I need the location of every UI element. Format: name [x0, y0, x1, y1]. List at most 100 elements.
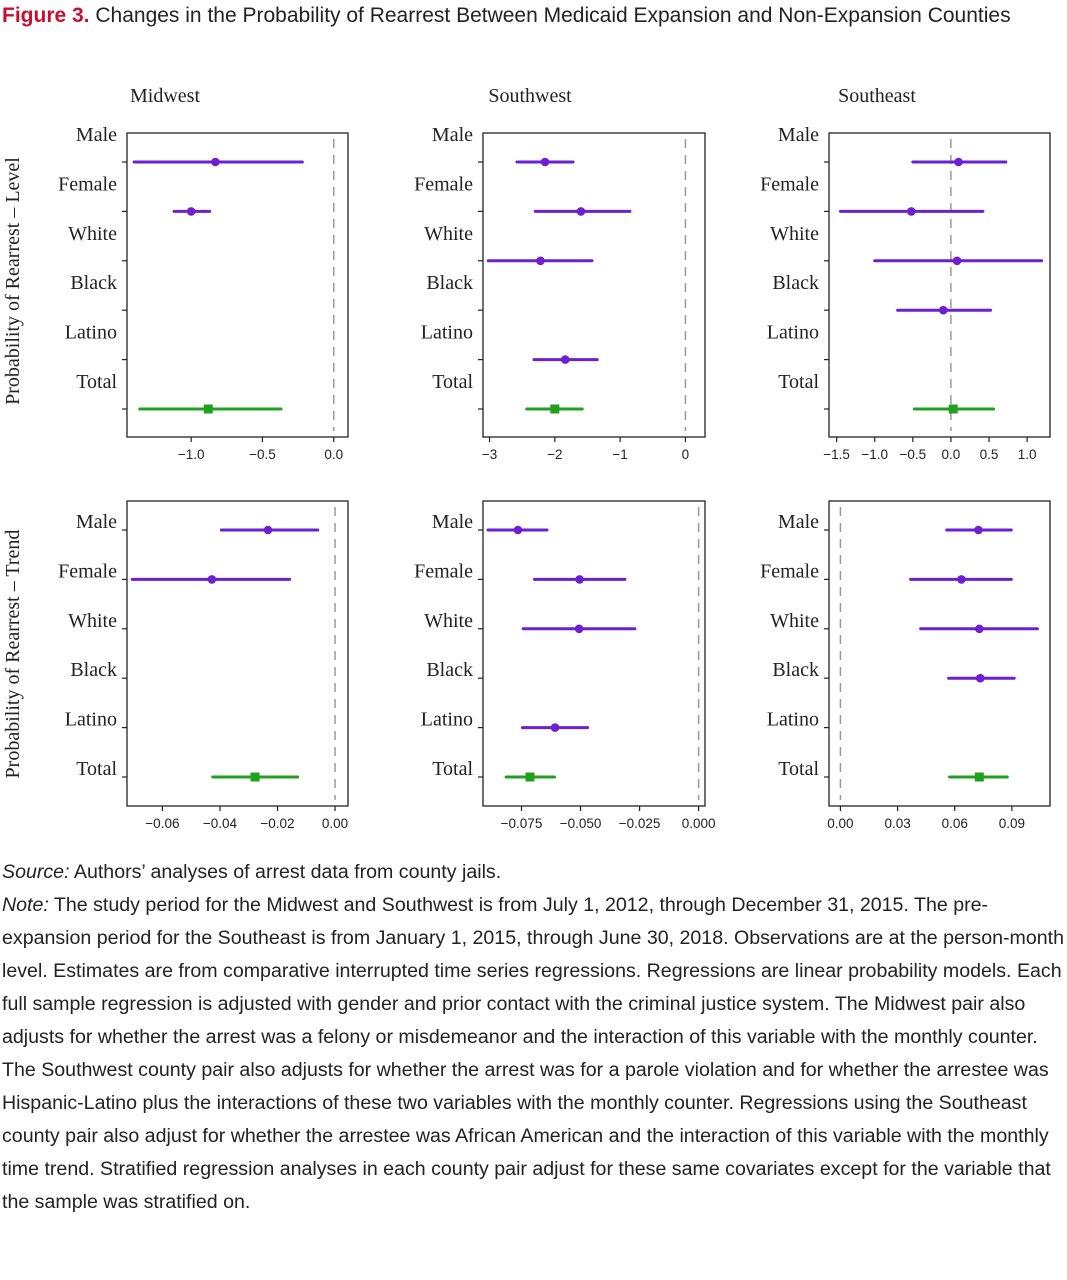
x-tick-label: −0.04 — [203, 816, 238, 831]
point-estimate-white — [952, 256, 962, 266]
column-header-southeast: Southeast — [838, 85, 916, 107]
panel-frame — [126, 132, 349, 438]
panel-midwest-level: Male Female White Black Latino Total −1.0 −0.5 0… — [58, 124, 349, 462]
point-estimate-male — [954, 157, 963, 167]
point-estimate-white — [574, 624, 584, 634]
x-tick-label: 0.00 — [322, 816, 348, 831]
category-label-total: Total — [76, 371, 117, 393]
category-label-female: Female — [414, 560, 473, 582]
figure-title: Figure 3. Changes in the Probability of … — [2, 0, 1062, 31]
point-estimate-male — [540, 157, 550, 167]
figure-notes: Source: Authors’ analyses of arrest data… — [2, 856, 1065, 1219]
point-estimate-female — [575, 575, 584, 584]
figure-title-text: Changes in the Probability of Rearrest B… — [95, 4, 1011, 27]
point-estimate-total — [525, 772, 535, 782]
point-estimate-female — [957, 575, 966, 584]
point-estimate-total — [974, 772, 984, 782]
category-label-latino: Latino — [767, 709, 819, 731]
category-label-white: White — [68, 610, 117, 632]
point-estimate-total — [203, 404, 213, 414]
category-label-total: Total — [778, 371, 819, 393]
point-estimate-female — [207, 575, 217, 584]
point-estimate-black — [975, 673, 985, 683]
point-estimate-total — [550, 404, 560, 414]
panel-southwest-level: Male Female White Black Latino Total −3 −2 −1 0 — [414, 124, 706, 462]
point-estimate-latino — [550, 723, 560, 732]
category-label-latino: Latino — [421, 322, 473, 344]
x-tick-label: −1.0 — [178, 447, 205, 462]
note-label: Note: — [2, 894, 49, 916]
source-note: Source: Authors’ analyses of arrest data… — [2, 856, 1065, 889]
point-estimate-female — [186, 207, 196, 216]
row-label-level: Probability of Rearrest – Level — [2, 157, 24, 405]
point-estimate-black — [939, 305, 948, 315]
category-label-male: Male — [432, 124, 473, 146]
category-label-white: White — [770, 223, 819, 245]
x-tick-label: 0.00 — [827, 816, 853, 831]
category-label-white: White — [424, 610, 473, 632]
category-label-black: Black — [426, 659, 473, 681]
category-label-male: Male — [76, 511, 117, 533]
x-tick-label: 0.06 — [942, 816, 968, 831]
category-label-female: Female — [760, 173, 819, 195]
row-label-trend: Probability of Rearrest – Trend — [2, 530, 24, 779]
x-tick-label: −0.075 — [501, 816, 543, 831]
x-tick-label: −0.050 — [560, 816, 602, 831]
category-label-black: Black — [70, 272, 117, 294]
category-label-female: Female — [760, 560, 819, 582]
source-text: Authors’ analyses of arrest data from co… — [69, 861, 502, 883]
point-estimate-male — [211, 157, 220, 167]
category-label-black: Black — [772, 272, 819, 294]
panel-frame — [828, 500, 1051, 807]
category-label-total: Total — [76, 758, 117, 780]
panel-frame — [482, 132, 706, 438]
x-tick-label: −0.5 — [899, 447, 926, 462]
x-tick-label: −0.02 — [260, 816, 294, 831]
category-label-white: White — [68, 223, 117, 245]
category-label-male: Male — [778, 124, 819, 146]
x-tick-label: 0.09 — [999, 816, 1025, 831]
column-header-southwest: Southwest — [488, 85, 572, 107]
source-label: Source: — [2, 861, 70, 883]
figure-label: Figure 3. — [2, 4, 90, 27]
point-estimate-male — [263, 525, 273, 535]
category-label-total: Total — [432, 371, 473, 393]
x-tick-label: −3 — [482, 447, 497, 462]
method-note: Note: The study period for the Midwest a… — [2, 889, 1065, 1219]
category-label-white: White — [770, 610, 819, 632]
category-label-black: Black — [426, 272, 473, 294]
x-tick-label: 0.0 — [324, 447, 343, 462]
x-tick-label: −1.5 — [823, 447, 850, 462]
panel-midwest-trend: Male Female White Black Latino Total −0.06 −0.0… — [58, 500, 349, 831]
category-label-male: Male — [432, 511, 473, 533]
category-label-total: Total — [432, 758, 473, 780]
category-label-latino: Latino — [421, 709, 473, 731]
category-label-male: Male — [76, 124, 117, 146]
point-estimate-female — [907, 207, 916, 216]
forest-plot-grid: Midwest Southwest Southeast Probability … — [2, 85, 1051, 831]
panel-southeast-level: Male Female White Black Latino Total −1.5 −1.0−… — [760, 124, 1051, 462]
x-tick-label: 0.0 — [942, 447, 961, 462]
column-header-midwest: Midwest — [130, 85, 200, 107]
category-label-female: Female — [58, 173, 117, 195]
category-label-male: Male — [778, 511, 819, 533]
x-tick-label: −2 — [547, 447, 562, 462]
category-label-latino: Latino — [767, 322, 819, 344]
panel-southeast-trend: Male Female White Black Latino Total 0.00 0.03 0… — [760, 500, 1051, 831]
point-estimate-white — [536, 256, 545, 266]
point-estimate-male — [513, 525, 523, 535]
x-tick-label: −0.06 — [145, 816, 179, 831]
x-tick-label: −0.025 — [619, 816, 661, 831]
panels-layer: Male Female White Black Latino Total −1.0 −0.5 0… — [58, 124, 1051, 831]
x-tick-label: 1.0 — [1018, 447, 1037, 462]
x-tick-label: 0.5 — [980, 447, 999, 462]
category-label-total: Total — [778, 758, 819, 780]
category-label-black: Black — [70, 659, 117, 681]
point-estimate-male — [974, 525, 983, 535]
point-estimate-white — [975, 624, 984, 634]
category-label-white: White — [424, 223, 473, 245]
panel-frame — [126, 500, 349, 807]
category-label-latino: Latino — [65, 322, 117, 344]
x-tick-label: −0.5 — [249, 447, 276, 462]
panel-frame — [482, 500, 706, 807]
